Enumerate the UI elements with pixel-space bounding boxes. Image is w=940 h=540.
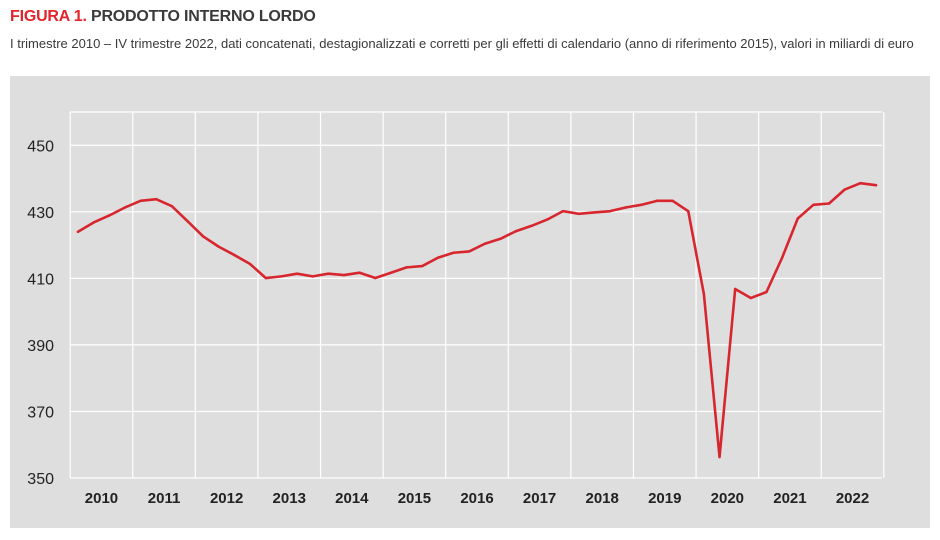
plot-panel <box>10 76 930 528</box>
data-point <box>248 262 252 266</box>
data-point <box>827 202 831 205</box>
data-point <box>452 251 455 254</box>
data-point <box>796 217 799 220</box>
chart-subtitle: I trimestre 2010 – IV trimestre 2022, da… <box>10 36 914 51</box>
data-point <box>405 266 408 269</box>
data-point <box>671 199 674 203</box>
data-point <box>561 209 565 213</box>
data-point <box>687 209 690 213</box>
y-tick-label: 410 <box>27 271 54 288</box>
data-point <box>499 237 502 240</box>
data-point <box>843 188 846 191</box>
data-point <box>765 290 768 294</box>
data-point <box>327 272 330 275</box>
data-point <box>123 206 127 209</box>
data-point <box>201 235 205 238</box>
x-tick-label: 2014 <box>335 490 369 507</box>
data-point <box>577 212 580 216</box>
y-tick-label: 370 <box>27 404 54 421</box>
data-point <box>530 224 533 227</box>
x-tick-label: 2016 <box>460 490 493 507</box>
data-point <box>139 199 142 203</box>
data-point <box>92 221 95 224</box>
x-axis-tick-labels: 2010 2011 2012 2013 2014 2015 2016 2017 2018 2019… <box>85 490 869 507</box>
data-point <box>421 264 424 268</box>
data-point <box>655 199 659 203</box>
data-point <box>812 203 815 207</box>
data-point <box>593 211 596 214</box>
data-point <box>217 245 221 248</box>
x-tick-label: 2021 <box>773 490 806 507</box>
data-point <box>436 256 440 259</box>
x-tick-label: 2013 <box>273 490 306 507</box>
data-point <box>718 455 721 459</box>
data-point <box>514 229 518 233</box>
data-point <box>733 287 737 291</box>
data-point <box>295 272 299 275</box>
data-point <box>311 275 314 278</box>
figure-title: FIGURA 1. PRODOTTO INTERNO LORDO <box>10 8 316 26</box>
data-point <box>342 273 346 277</box>
data-point <box>233 253 236 257</box>
data-point <box>780 256 784 259</box>
data-point <box>874 184 878 187</box>
y-axis-tick-labels: 350 370 390 410 430 450 <box>27 138 54 488</box>
x-tick-label: 2015 <box>398 490 431 507</box>
data-point <box>483 242 487 245</box>
data-point <box>374 276 377 280</box>
data-point <box>264 276 267 280</box>
y-tick-label: 430 <box>27 205 54 222</box>
x-tick-label: 2018 <box>585 490 618 507</box>
data-point <box>624 206 627 209</box>
x-tick-label: 2020 <box>711 490 744 507</box>
y-tick-label: 450 <box>27 138 54 155</box>
gdp-series-line <box>76 181 878 459</box>
gridlines <box>69 111 885 479</box>
data-point <box>280 275 283 278</box>
x-tick-label: 2010 <box>85 490 118 507</box>
chart-title: PRODOTTO INTERNO LORDO <box>90 8 316 25</box>
data-point <box>76 230 80 233</box>
data-point <box>546 218 549 221</box>
x-tick-label: 2017 <box>523 490 556 507</box>
y-tick-label: 390 <box>27 338 54 355</box>
data-point <box>859 182 862 185</box>
data-point <box>702 292 706 296</box>
data-point <box>749 296 753 300</box>
data-point <box>389 271 393 274</box>
y-tick-label: 350 <box>27 471 54 488</box>
data-point <box>608 209 612 213</box>
figure-number: FIGURA 1. <box>10 8 87 25</box>
data-point <box>155 197 158 201</box>
data-point <box>640 203 643 207</box>
data-point <box>186 219 189 223</box>
data-point <box>467 250 471 253</box>
data-point <box>358 271 361 274</box>
x-tick-label: 2022 <box>836 490 869 507</box>
x-tick-label: 2019 <box>648 490 681 507</box>
x-tick-label: 2012 <box>210 490 243 507</box>
data-point <box>108 214 111 217</box>
x-tick-label: 2011 <box>148 490 181 507</box>
series-layer <box>76 181 878 459</box>
data-point <box>170 204 174 208</box>
